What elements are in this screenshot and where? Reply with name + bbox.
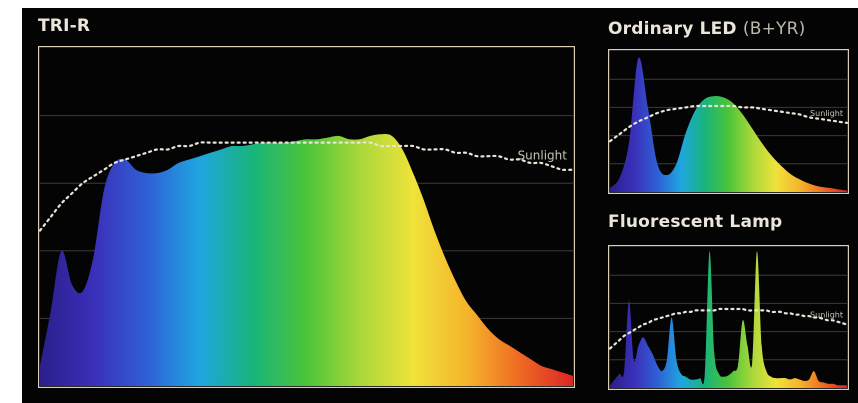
ordinary-led-title: Ordinary LED (B+YR) (608, 19, 805, 39)
fluorescent-lamp-chart: Sunlight (608, 245, 849, 390)
tri-r-title: TRI-R (38, 16, 91, 36)
plot-frame (38, 46, 575, 388)
gridlines (610, 274, 847, 361)
ordinary-led-chart: Sunlight (608, 49, 849, 194)
ordinary-led-title-sub: (B+YR) (742, 19, 806, 39)
plot-frame (608, 245, 849, 390)
plot-frame (608, 49, 849, 194)
spectrum-area (610, 57, 847, 192)
spectrum-area (40, 134, 573, 386)
sunlight-curve (608, 104, 849, 143)
chart-canvas: TRI-R Ordinary LED (B+YR) Fluorescent La… (22, 8, 858, 403)
sunlight-curve (38, 141, 575, 232)
sunlight-label: Sunlight (810, 311, 843, 320)
sunlight-curve (608, 307, 849, 350)
sunlight-label: Sunlight (810, 109, 843, 118)
sunlight-label: Sunlight (518, 149, 568, 163)
spectrum-area (610, 251, 847, 388)
fluorescent-lamp-title: Fluorescent Lamp (608, 212, 783, 232)
ordinary-led-title-main: Ordinary LED (608, 19, 737, 39)
tri-r-chart: Sunlight (38, 46, 575, 388)
